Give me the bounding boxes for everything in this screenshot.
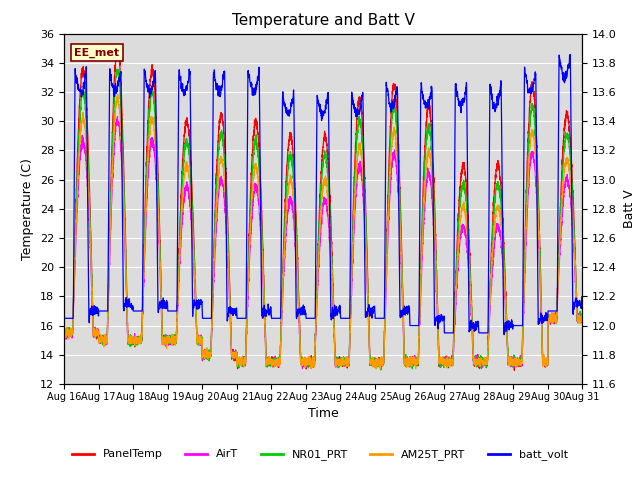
AM25T_PRT bbox=[578, 319, 586, 325]
Y-axis label: Batt V: Batt V bbox=[623, 190, 636, 228]
Title: Temperature and Batt V: Temperature and Batt V bbox=[232, 13, 415, 28]
PanelTemp bbox=[304, 358, 312, 363]
batt_volt bbox=[304, 315, 312, 321]
AM25T_PRT bbox=[469, 338, 477, 344]
Line: AM25T_PRT: AM25T_PRT bbox=[64, 95, 582, 369]
Line: PanelTemp: PanelTemp bbox=[64, 47, 582, 370]
PanelTemp bbox=[468, 330, 476, 336]
NR01_PRT bbox=[304, 360, 312, 366]
PanelTemp bbox=[154, 147, 161, 153]
batt_volt bbox=[578, 301, 586, 307]
PanelTemp bbox=[439, 359, 447, 365]
AM25T_PRT bbox=[411, 357, 419, 363]
AirT bbox=[154, 195, 161, 201]
PanelTemp bbox=[578, 316, 586, 322]
batt_volt bbox=[439, 314, 447, 320]
X-axis label: Time: Time bbox=[308, 407, 339, 420]
PanelTemp bbox=[411, 357, 419, 362]
AM25T_PRT bbox=[307, 366, 315, 372]
NR01_PRT bbox=[578, 319, 586, 324]
batt_volt bbox=[579, 300, 586, 305]
AirT bbox=[113, 114, 121, 120]
NR01_PRT bbox=[60, 332, 68, 337]
batt_volt bbox=[468, 324, 476, 330]
Text: EE_met: EE_met bbox=[74, 48, 120, 58]
NR01_PRT bbox=[469, 334, 477, 340]
AM25T_PRT bbox=[114, 92, 122, 97]
AirT bbox=[440, 359, 447, 365]
NR01_PRT bbox=[377, 367, 385, 373]
NR01_PRT bbox=[411, 360, 419, 365]
AirT bbox=[469, 342, 477, 348]
PanelTemp bbox=[113, 44, 121, 49]
AirT bbox=[411, 359, 419, 365]
batt_volt bbox=[566, 52, 574, 58]
batt_volt bbox=[60, 315, 68, 321]
PanelTemp bbox=[60, 326, 68, 332]
Line: NR01_PRT: NR01_PRT bbox=[64, 69, 582, 370]
AirT bbox=[579, 314, 586, 320]
NR01_PRT bbox=[579, 315, 586, 321]
Legend: PanelTemp, AirT, NR01_PRT, AM25T_PRT, batt_volt: PanelTemp, AirT, NR01_PRT, AM25T_PRT, ba… bbox=[68, 445, 572, 465]
batt_volt bbox=[154, 228, 161, 234]
PanelTemp bbox=[579, 316, 586, 322]
AirT bbox=[578, 319, 586, 324]
NR01_PRT bbox=[154, 160, 161, 166]
AM25T_PRT bbox=[579, 312, 586, 318]
AM25T_PRT bbox=[440, 356, 447, 361]
NR01_PRT bbox=[440, 359, 447, 364]
AirT bbox=[299, 366, 307, 372]
AM25T_PRT bbox=[304, 358, 312, 363]
batt_volt bbox=[410, 323, 418, 328]
batt_volt bbox=[500, 332, 508, 337]
Line: AirT: AirT bbox=[64, 117, 582, 369]
Line: batt_volt: batt_volt bbox=[64, 55, 582, 335]
AM25T_PRT bbox=[154, 184, 161, 190]
AirT bbox=[60, 328, 68, 334]
Y-axis label: Temperature (C): Temperature (C) bbox=[22, 158, 35, 260]
PanelTemp bbox=[511, 367, 518, 373]
NR01_PRT bbox=[113, 66, 121, 72]
AM25T_PRT bbox=[60, 336, 68, 341]
AirT bbox=[304, 359, 312, 364]
